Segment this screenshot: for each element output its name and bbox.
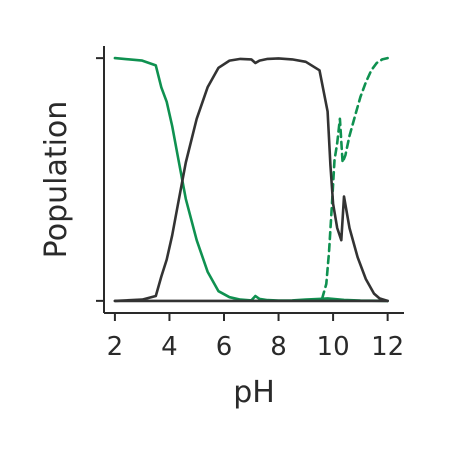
x-tick-label: 12: [371, 332, 404, 362]
series-layer: [113, 56, 389, 303]
series-line-2: [320, 56, 389, 300]
series-line-1: [113, 56, 389, 303]
series-line-3: [113, 57, 389, 303]
x-ticks: 2 4 6 8 10 12: [107, 313, 404, 362]
y-ticks: [96, 57, 104, 302]
x-tick-label: 6: [216, 332, 233, 362]
x-tick-label: 10: [317, 332, 350, 362]
x-tick-label: 8: [270, 332, 287, 362]
x-tick-label: 2: [107, 332, 124, 362]
x-tick-label: 4: [161, 332, 178, 362]
x-axis-title: pH: [233, 375, 275, 410]
y-axis-title: Population: [39, 101, 74, 259]
